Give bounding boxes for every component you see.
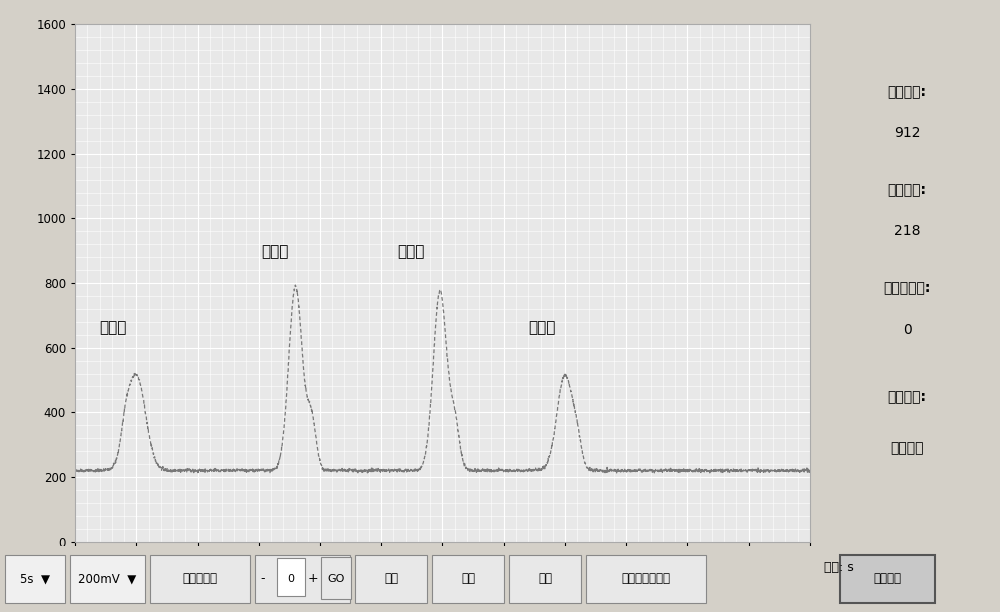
FancyBboxPatch shape	[70, 555, 145, 603]
FancyBboxPatch shape	[432, 555, 504, 603]
FancyBboxPatch shape	[586, 555, 706, 603]
FancyBboxPatch shape	[5, 555, 65, 603]
FancyBboxPatch shape	[255, 555, 350, 603]
Text: 单位: s: 单位: s	[824, 561, 854, 575]
Text: 保存屏幕: 保存屏幕	[874, 572, 902, 586]
Text: 正常状态: 正常状态	[890, 441, 924, 455]
Text: 开始: 开始	[461, 572, 475, 586]
Text: 当前数值:: 当前数值:	[888, 183, 926, 197]
Text: 200mV  ▼: 200mV ▼	[78, 572, 137, 586]
Text: GO: GO	[327, 574, 345, 584]
FancyBboxPatch shape	[277, 558, 305, 596]
Text: 5s  ▼: 5s ▼	[20, 572, 50, 586]
Text: 当前时间:: 当前时间:	[888, 84, 926, 99]
Text: 当前基准值:: 当前基准值:	[883, 282, 931, 295]
Text: 设置基准值: 设置基准值	[182, 572, 218, 586]
Text: 检测峰: 检测峰	[261, 244, 289, 259]
Text: 检测峰: 检测峰	[397, 244, 425, 259]
FancyBboxPatch shape	[355, 555, 427, 603]
Text: 0: 0	[288, 574, 295, 584]
FancyBboxPatch shape	[509, 555, 581, 603]
Text: 查询: 查询	[384, 572, 398, 586]
Text: 复位: 复位	[538, 572, 552, 586]
Text: 数据保存到文件: 数据保存到文件	[621, 572, 670, 586]
Text: 218: 218	[894, 225, 920, 238]
Text: 当前状态:: 当前状态:	[888, 390, 926, 404]
Text: 质控峰: 质控峰	[528, 319, 556, 335]
Text: -: -	[261, 572, 265, 586]
Text: 质控峰: 质控峰	[100, 319, 127, 335]
FancyBboxPatch shape	[321, 556, 351, 599]
FancyBboxPatch shape	[840, 555, 935, 603]
FancyBboxPatch shape	[150, 555, 250, 603]
Text: 0: 0	[903, 323, 911, 337]
Text: +: +	[308, 572, 318, 586]
Text: 912: 912	[894, 126, 920, 140]
